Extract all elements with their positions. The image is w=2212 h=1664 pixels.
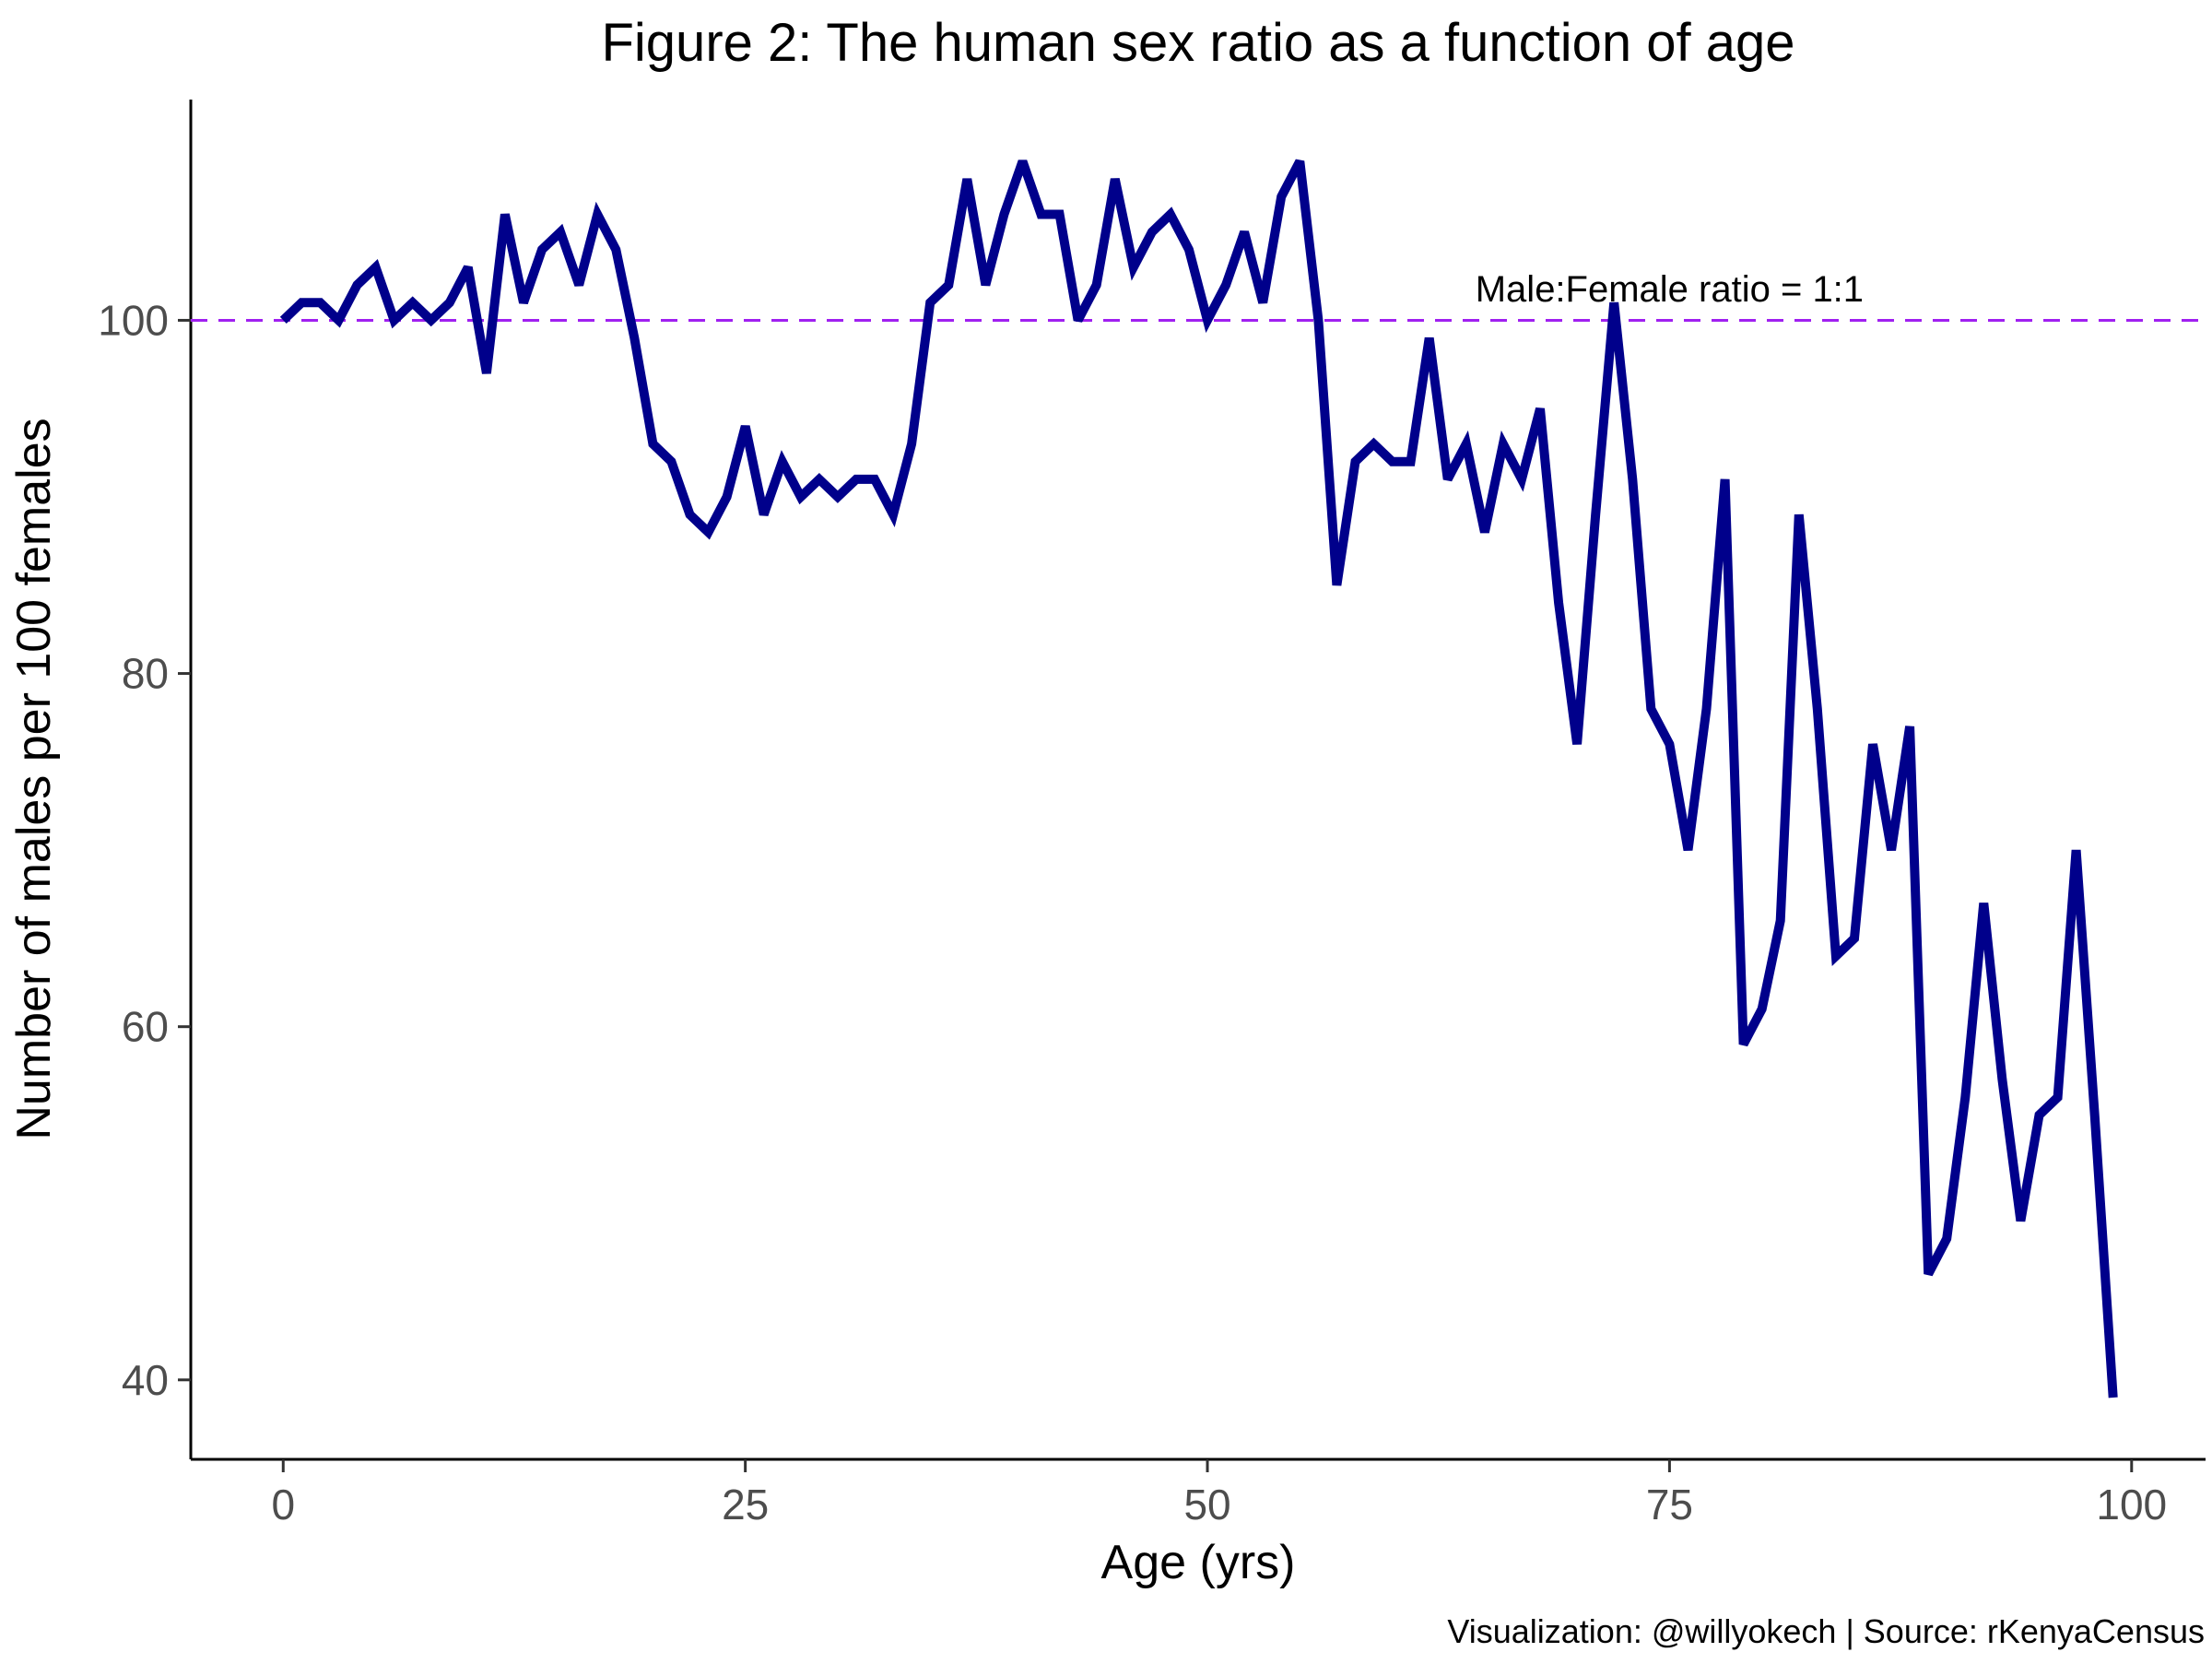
y-tick-label: 80: [122, 650, 169, 698]
x-axis-ticks: 0 25 50 75 100: [271, 1459, 2167, 1528]
series-line: [279, 159, 2118, 1398]
x-tick-label: 50: [1183, 1481, 1230, 1528]
y-tick-label: 40: [122, 1356, 169, 1404]
y-axis-ticks: 40 60 80 100: [98, 296, 191, 1404]
x-tick-label: 25: [722, 1481, 769, 1528]
y-axis-title: Number of males per 100 females: [7, 418, 61, 1139]
y-tick-label: 100: [98, 296, 169, 344]
chart-title: Figure 2: The human sex ratio as a funct…: [601, 13, 1794, 73]
chart-caption: Visualization: @willyokech | Source: rKe…: [1447, 1612, 2205, 1650]
reference-line-label: Male:Female ratio = 1:1: [1476, 269, 1864, 310]
x-tick-label: 100: [2096, 1481, 2167, 1528]
series-layer: [279, 159, 2118, 1398]
x-tick-label: 0: [271, 1481, 295, 1528]
y-tick-label: 60: [122, 1003, 169, 1051]
x-tick-label: 75: [1646, 1481, 1693, 1528]
x-axis-title: Age (yrs): [1101, 1536, 1296, 1589]
axes: 0 25 50 75 100 40 60 80 100: [98, 100, 2206, 1528]
